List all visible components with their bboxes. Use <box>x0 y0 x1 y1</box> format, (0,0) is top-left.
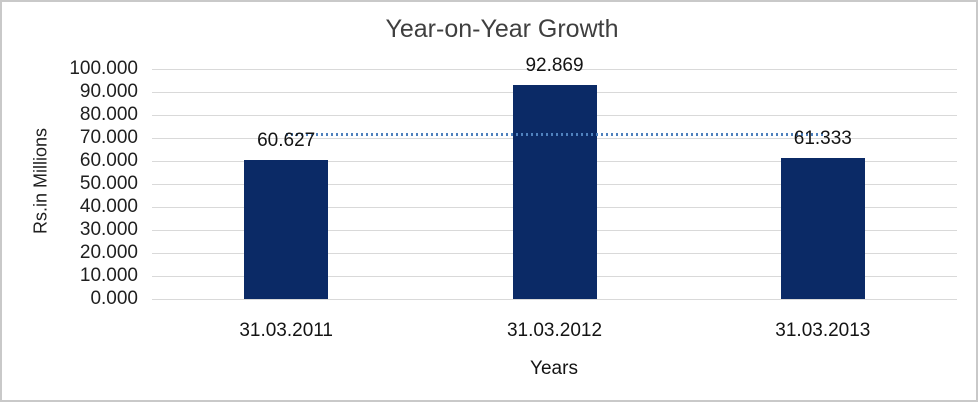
bar-31.03.2011 <box>244 159 329 299</box>
y-tick-label: 0.000 <box>90 288 138 309</box>
x-tick-label: 31.03.2011 <box>239 320 333 341</box>
bar-31.03.2013 <box>780 157 865 299</box>
gridline <box>152 69 957 70</box>
y-tick-label: 10.000 <box>79 265 138 286</box>
y-tick-label: 50.000 <box>79 173 138 194</box>
y-tick-label: 20.000 <box>79 242 138 263</box>
data-label: 61.333 <box>793 127 852 149</box>
y-tick-label: 40.000 <box>79 196 138 217</box>
y-tick-label: 80.000 <box>79 104 138 125</box>
y-tick-label: 30.000 <box>79 219 138 240</box>
bar-31.03.2012 <box>512 85 597 299</box>
y-tick-label: 100.000 <box>69 58 138 79</box>
x-tick-label: 31.03.2013 <box>775 320 871 341</box>
y-tick-label: 90.000 <box>79 81 138 102</box>
average-trendline <box>286 133 823 137</box>
gridline <box>152 299 957 300</box>
x-axis-title: Years <box>530 358 578 379</box>
x-tick-label: 31.03.2012 <box>506 320 603 341</box>
data-label: 92.869 <box>525 55 584 77</box>
plot-area: 60.627 92.869 61.333 <box>152 55 957 300</box>
y-tick-label: 70.000 <box>79 127 138 148</box>
data-label: 60.627 <box>257 129 316 151</box>
chart-title: Year-on-Year Growth <box>385 15 619 43</box>
y-tick-label: 60.000 <box>79 150 138 171</box>
